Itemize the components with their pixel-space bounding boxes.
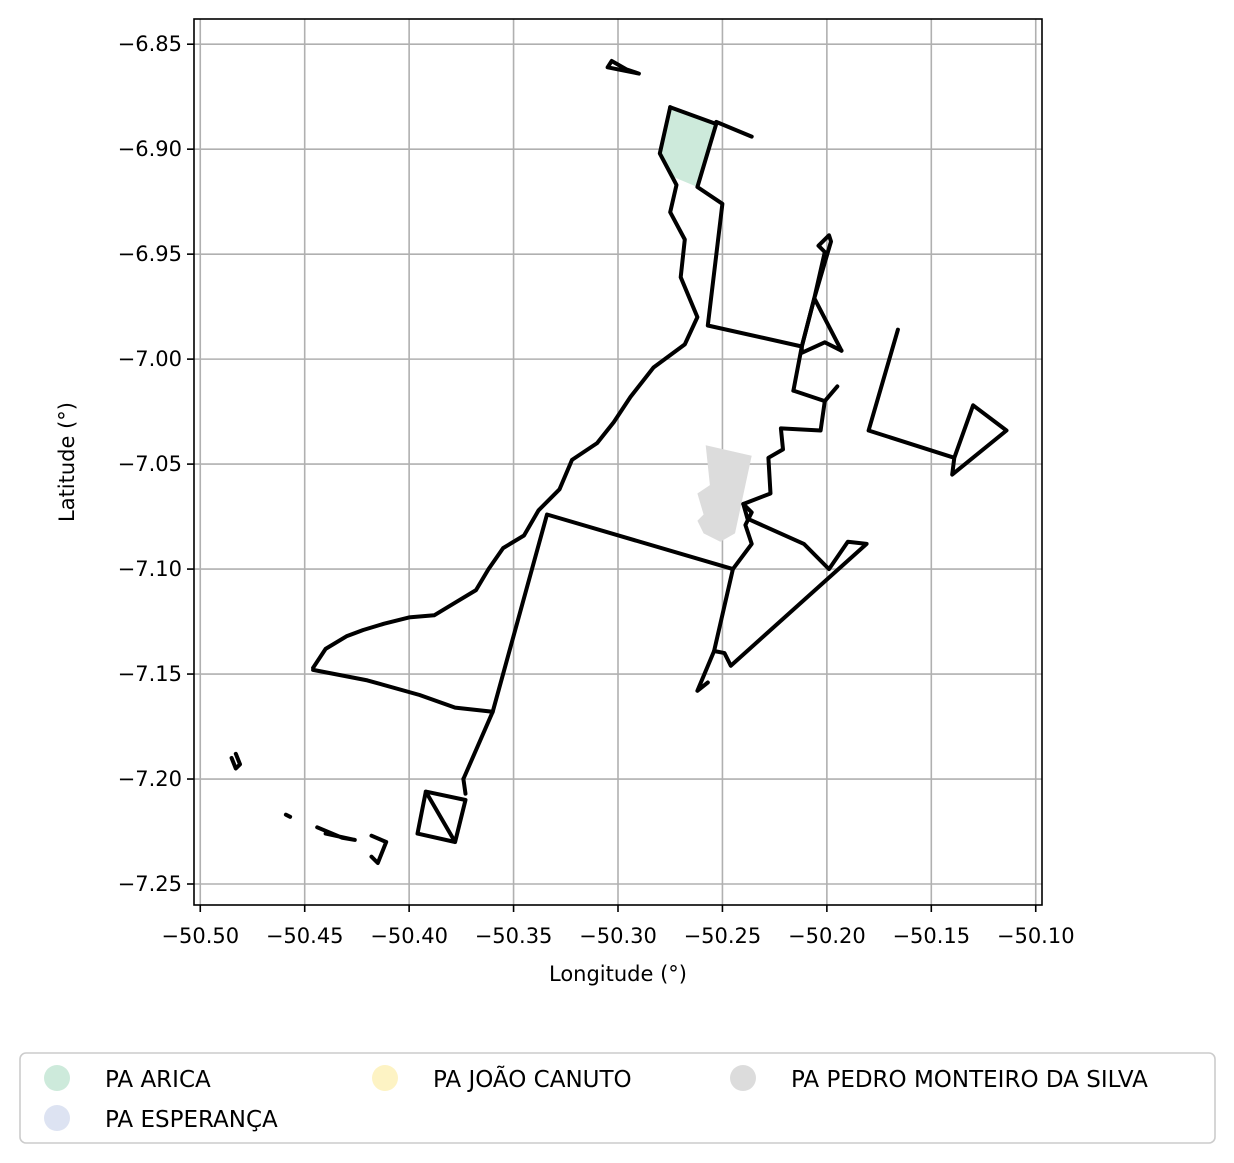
legend-marker-pa-arica (44, 1065, 70, 1091)
boundary-diag-d (695, 399, 869, 693)
boundary-west-island-b (283, 812, 293, 819)
legend-box (19, 1052, 1216, 1144)
boundary-west-island-c (315, 825, 357, 842)
y-tick-label: −7.05 (118, 452, 182, 476)
y-tick-label: −6.85 (118, 32, 182, 56)
boundary-south-spur (461, 777, 468, 796)
boundary-west-island-d (369, 833, 389, 865)
boundary-main-center (461, 512, 735, 781)
x-tick-label: −50.25 (684, 924, 762, 948)
boundary-west-island-a (229, 751, 242, 771)
y-axis-ticks: −6.85 −6.90 −6.95 −7.00 −7.05 −7.10 −7.15 −7.20… (118, 32, 194, 896)
boundary-diag-e (712, 502, 754, 653)
y-tick-label: −7.00 (118, 347, 182, 371)
legend-label-pa-pedro-monteiro-da-silva: PA PEDRO MONTEIRO DA SILVA (791, 1067, 1148, 1093)
legend-marker-pa-pedro-monteiro-da-silva (730, 1065, 756, 1091)
boundary-south-square (415, 789, 468, 844)
area-pa-pedro-monteiro-da-silva (697, 445, 752, 542)
legend-label-pa-arica: PA ARICA (105, 1067, 211, 1093)
x-tick-label: −50.40 (370, 924, 448, 948)
y-tick-label: −7.10 (118, 557, 182, 581)
boundary-lines (229, 59, 1009, 865)
boundary-east-spur (866, 327, 1009, 477)
y-tick-label: −7.15 (118, 662, 182, 686)
x-tick-label: −50.15 (892, 924, 970, 948)
y-axis-title: Latitude (°) (55, 402, 79, 522)
boundary-diag-c (791, 384, 840, 404)
x-tick-label: −50.50 (161, 924, 239, 948)
y-tick-label: −6.95 (118, 242, 182, 266)
boundary-main-south (311, 667, 495, 714)
x-axis-title: Longitude (°) (549, 962, 687, 986)
grid-lines (194, 19, 1042, 905)
legend-marker-pa-esperanca (44, 1105, 70, 1131)
x-tick-label: −50.45 (266, 924, 344, 948)
y-tick-label: −6.90 (118, 137, 182, 161)
filled-areas (659, 107, 752, 542)
legend-label-pa-joao-canuto: PA JOÃO CANUTO (433, 1065, 632, 1093)
y-tick-label: −7.20 (118, 767, 182, 791)
boundary-north-spur (714, 119, 754, 139)
x-axis-ticks: −50.50 −50.45 −50.40 −50.35 −50.30 −50.25 −50.… (161, 905, 1075, 948)
x-tick-label: −50.20 (788, 924, 866, 948)
y-tick-label: −7.25 (118, 872, 182, 896)
x-tick-label: −50.10 (997, 924, 1075, 948)
x-tick-label: −50.35 (475, 924, 553, 948)
legend-label-pa-esperanca: PA ESPERANÇA (105, 1107, 278, 1133)
legend-marker-pa-joao-canuto (372, 1065, 398, 1091)
legend: PA ARICA PA ESPERANÇA PA JOÃO CANUTO PA … (19, 1052, 1216, 1144)
boundary-diag-a (799, 340, 844, 355)
boundary-diag-b (791, 233, 833, 393)
boundary-north-island (605, 59, 641, 76)
x-tick-label: −50.30 (579, 924, 657, 948)
boundary-main-west (311, 105, 700, 670)
